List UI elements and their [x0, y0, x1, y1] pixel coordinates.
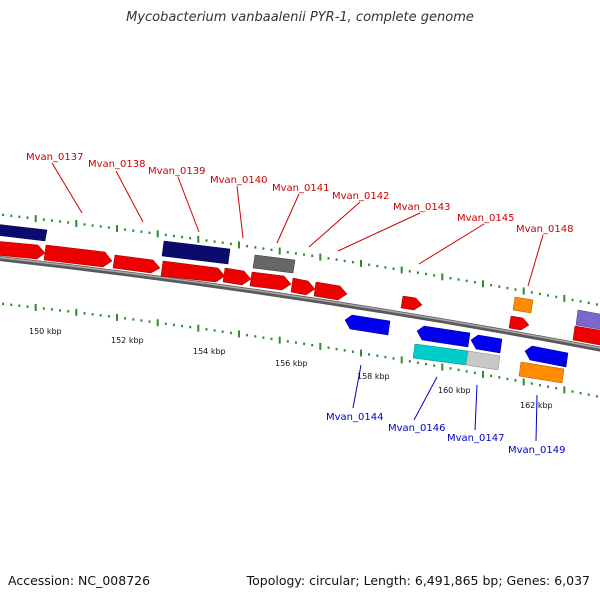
lightgray-feature[interactable]	[465, 350, 501, 371]
top-callouts	[51, 162, 544, 287]
gene-label-mvan-0141[interactable]: Mvan_0141	[272, 183, 329, 194]
genome-backbone-highlight	[0, 256, 600, 349]
orange-feature-1[interactable]	[512, 296, 534, 314]
gene-arrow-mvan-0141[interactable]	[222, 267, 252, 286]
gene-label-mvan-0146[interactable]: Mvan_0146	[388, 423, 445, 434]
bottom-tick-row	[2, 302, 598, 398]
bottom-callouts	[352, 364, 538, 442]
top-tick-row	[2, 213, 598, 306]
gene-arrow-small-1[interactable]	[400, 295, 423, 311]
orange-feature-2[interactable]	[518, 361, 565, 384]
gene-label-mvan-0143[interactable]: Mvan_0143	[393, 202, 450, 213]
gene-arrow-mvan-0149[interactable]	[524, 345, 569, 368]
gene-label-mvan-0142[interactable]: Mvan_0142	[332, 191, 389, 202]
gene-arrow-mvan-0143[interactable]	[290, 277, 316, 296]
gene-arrow-edge[interactable]	[572, 325, 600, 346]
kbp-label-150: 150 kbp	[29, 327, 62, 336]
genome-backbone	[0, 256, 600, 352]
lavender-feature[interactable]	[575, 309, 600, 330]
gene-arrow-mvan-0144[interactable]	[344, 314, 391, 336]
gray-feature[interactable]	[252, 254, 296, 274]
kbp-label-162: 162 kbp	[520, 401, 553, 410]
gene-label-mvan-0137[interactable]: Mvan_0137	[26, 152, 83, 163]
gene-label-mvan-0149[interactable]: Mvan_0149	[508, 445, 565, 456]
kbp-label-158: 158 kbp	[357, 372, 390, 381]
gene-label-mvan-0145[interactable]: Mvan_0145	[457, 213, 514, 224]
gene-arrow-mvan-0137[interactable]	[0, 241, 46, 260]
bottom-gene-labels: Mvan_0144 Mvan_0146 Mvan_0147 Mvan_0149	[326, 412, 565, 456]
gene-label-mvan-0147[interactable]: Mvan_0147	[447, 433, 504, 444]
gene-arrow-mvan-0142[interactable]	[249, 271, 292, 291]
gene-arrow-mvan-0145[interactable]	[313, 281, 348, 301]
cyan-feature[interactable]	[412, 343, 469, 366]
kbp-label-152: 152 kbp	[111, 336, 144, 345]
gene-label-mvan-0140[interactable]: Mvan_0140	[210, 175, 267, 186]
navy-feature-1[interactable]	[0, 224, 48, 242]
gene-arrow-mvan-0147[interactable]	[470, 334, 503, 354]
map-title: Mycobacterium vanbaalenii PYR-1, complet…	[126, 10, 474, 25]
gene-label-mvan-0139[interactable]: Mvan_0139	[148, 166, 205, 177]
kbp-scale-labels: 150 kbp 152 kbp 154 kbp 156 kbp 158 kbp …	[29, 327, 553, 410]
gene-arrow-mvan-0146[interactable]	[416, 325, 471, 348]
kbp-label-154: 154 kbp	[193, 347, 226, 356]
gene-arrow-mvan-0148[interactable]	[508, 315, 530, 331]
topology-info: Topology: circular; Length: 6,491,865 bp…	[246, 573, 590, 588]
gene-label-mvan-0138[interactable]: Mvan_0138	[88, 159, 145, 170]
accession-info: Accession: NC_008726	[8, 573, 151, 588]
gene-arrow-mvan-0138[interactable]	[43, 244, 113, 268]
top-gene-labels: Mvan_0137 Mvan_0138 Mvan_0139 Mvan_0140 …	[26, 152, 573, 235]
gene-arrow-mvan-0139[interactable]	[112, 254, 161, 274]
kbp-label-160: 160 kbp	[438, 386, 471, 395]
gene-label-mvan-0144[interactable]: Mvan_0144	[326, 412, 383, 423]
navy-feature-2[interactable]	[161, 240, 231, 265]
kbp-label-156: 156 kbp	[275, 359, 308, 368]
gene-label-mvan-0148[interactable]: Mvan_0148	[516, 224, 573, 235]
gene-arrow-mvan-0140[interactable]	[160, 260, 226, 283]
